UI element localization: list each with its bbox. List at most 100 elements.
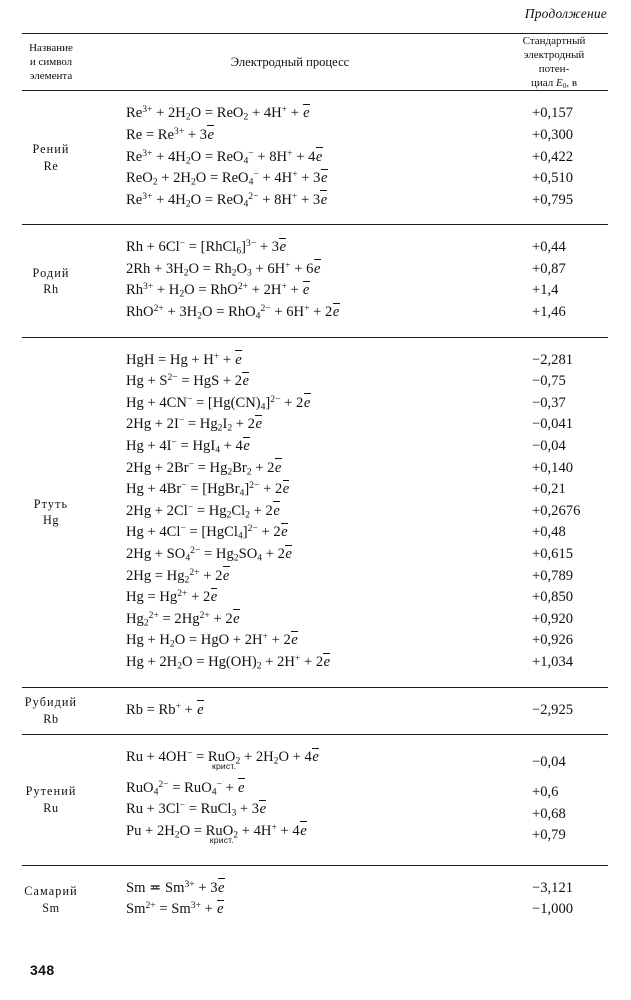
equation: HgH = Hg + H+ + e bbox=[126, 350, 242, 368]
equation: ReO2 + 2H2O = ReO4− + 4H+ + 3e bbox=[126, 169, 328, 188]
element-symbol: Rh bbox=[43, 281, 59, 296]
potential-value: +0,926 bbox=[532, 632, 574, 649]
header-potential-line-3: потен- bbox=[538, 63, 570, 76]
header-potential-line-1: Стандартный bbox=[522, 35, 586, 47]
equation: RhO2+ + 3H2O = RhO42− + 6H+ + 2e bbox=[126, 303, 340, 322]
element-name: Рубидий bbox=[24, 695, 78, 710]
potentials-cell-rh: +0,44 +0,87 +1,4 +1,46 bbox=[500, 225, 608, 337]
electrode-potential-table: Название и символ элемента Электродный п… bbox=[22, 33, 608, 934]
potential-value: −0,04 bbox=[532, 438, 566, 455]
table-row: Родий Rh Rh + 6Cl− = [RhCl6]3− + 3e 2Rh … bbox=[22, 225, 608, 338]
potential-value: +0,2676 bbox=[532, 502, 581, 519]
potential-value: −0,37 bbox=[532, 394, 566, 411]
equation: Re = Re3+ + 3e bbox=[126, 126, 215, 143]
equation: 2Hg = Hg22+ + 2e bbox=[126, 566, 230, 586]
equation: Sm2+ = Sm3+ + e bbox=[126, 900, 224, 918]
header-row: Название и символ элемента Электродный п… bbox=[22, 33, 608, 91]
equation: Re3+ + 4H2O = ReO4− + 8H+ + 4e bbox=[126, 147, 323, 167]
header-name-line-2: и символ bbox=[29, 56, 73, 69]
equation: 2Hg + 2Cl− = Hg2Cl2 + 2e bbox=[126, 502, 280, 521]
element-name: Родий bbox=[32, 265, 70, 280]
potential-value: +0,157 bbox=[532, 105, 574, 122]
potential-value: +0,510 bbox=[532, 170, 574, 187]
potential-value: +1,034 bbox=[532, 653, 574, 670]
potential-value: +0,850 bbox=[532, 589, 574, 606]
potential-value: −0,75 bbox=[532, 373, 566, 390]
equation: Hg + H2O = HgO + 2H+ + 2e bbox=[126, 631, 298, 651]
potential-value: +1,46 bbox=[532, 304, 566, 321]
equations-cell-rb: Rb = Rb+ + e bbox=[80, 687, 500, 735]
table-row: Рений Re Re3+ + 2H2O = ReO2 + 4H+ + e Re… bbox=[22, 91, 608, 225]
equations-cell-rh: Rh + 6Cl− = [RhCl6]3− + 3e 2Rh + 3H2O = … bbox=[80, 225, 500, 337]
equation: Hg + 4CN− = [Hg(CN)4]2− + 2e bbox=[126, 394, 311, 413]
potentials-cell-rb: −2,925 bbox=[500, 687, 608, 735]
table-header: Название и символ элемента Электродный п… bbox=[22, 33, 608, 91]
equations-cell-re: Re3+ + 2H2O = ReO2 + 4H+ + e Re = Re3+ +… bbox=[80, 91, 500, 225]
equation: Pu + 2H2O = RuO2 крист. + 4H+ + 4e bbox=[126, 821, 500, 845]
element-symbol: Ru bbox=[43, 800, 59, 815]
equation: RuO42− = RuO4− + e bbox=[126, 778, 245, 798]
table-row: Самарий Sm Sm ≖ Sm3+ + 3e Sm2+ = Sm3+ + … bbox=[22, 865, 608, 934]
potentials-cell-ru: −0,04 +0,6 +0,68 +0,79 bbox=[500, 735, 608, 865]
equations-cell-ru: Ru + 4OH− = RuO2 крист. + 2H2O + 4e RuO42… bbox=[80, 735, 500, 865]
running-head: Продолжение bbox=[524, 6, 607, 21]
equation: Hg + 4I− = HgI4 + 4e bbox=[126, 437, 250, 456]
equation: Ru + 3Cl− = RuCl3 + 3e bbox=[126, 800, 267, 820]
equation: Hg + S2− = HgS + 2e bbox=[126, 372, 250, 390]
potentials-cell-re: +0,157 +0,300 +0,422 +0,510 +0,795 bbox=[500, 91, 608, 225]
potential-value: +0,789 bbox=[532, 567, 574, 584]
header-potential-line-2: электродный bbox=[523, 49, 585, 62]
potential-value: +0,21 bbox=[532, 481, 566, 498]
header-name-line-1: Название bbox=[29, 42, 73, 55]
potential-value: −0,04 bbox=[532, 753, 566, 770]
equation: Rh3+ + H2O = RhO2+ + 2H+ + e bbox=[126, 281, 310, 301]
equation: Re3+ + 2H2O = ReO2 + 4H+ + e bbox=[126, 104, 310, 123]
element-name: Ртуть bbox=[33, 496, 69, 511]
element-cell-hg: Ртуть Hg bbox=[22, 337, 80, 687]
element-cell-sm: Самарий Sm bbox=[22, 865, 80, 934]
phase-note: крист. bbox=[211, 760, 237, 771]
potential-value: −2,281 bbox=[532, 351, 574, 368]
equation: Re3+ + 4H2O = ReO42− + 8H+ + 3e bbox=[126, 190, 328, 210]
potential-value: +0,140 bbox=[532, 459, 574, 476]
equations-cell-hg: HgH = Hg + H+ + e Hg + S2− = HgS + 2e Hg… bbox=[80, 337, 500, 687]
potentials-cell-sm: −3,121 −1,000 bbox=[500, 865, 608, 934]
equation: Hg = Hg2+ + 2e bbox=[126, 588, 218, 606]
header-potential-prefix: циал bbox=[530, 77, 556, 90]
table-row: Рутений Ru Ru + 4OH− = RuO2 крист. + 2H2O… bbox=[22, 735, 608, 866]
equation: Hg + 4Cl− = [HgCl4]2− + 2e bbox=[126, 523, 288, 543]
equation: Hg + 2H2O = Hg(OH)2 + 2H+ + 2e bbox=[126, 653, 331, 672]
element-name: Рутений bbox=[25, 784, 77, 799]
potential-value: +0,87 bbox=[532, 260, 566, 277]
equation: Hg22+ = 2Hg2+ + 2e bbox=[126, 609, 240, 629]
potentials-cell-hg: −2,281 −0,75 −0,37 −0,041 −0,04 +0,140 +… bbox=[500, 337, 608, 687]
phase-note: крист. bbox=[209, 834, 234, 845]
equation: Ru + 4OH− = RuO2 крист. + 2H2O + 4e bbox=[126, 747, 500, 771]
element-cell-re: Рений Re bbox=[22, 91, 80, 225]
header-element-name: Название и символ элемента bbox=[22, 34, 80, 91]
potential-value: +0,920 bbox=[532, 610, 574, 627]
table-body: Рений Re Re3+ + 2H2O = ReO2 + 4H+ + e Re… bbox=[22, 91, 608, 934]
header-standard-potential: Стандартный электродный потен- циал E0, … bbox=[500, 34, 608, 91]
equation: Sm ≖ Sm3+ + 3e bbox=[126, 878, 225, 896]
element-symbol: Hg bbox=[42, 513, 60, 528]
element-symbol: Re bbox=[43, 158, 59, 173]
header-potential-subscript: 0 bbox=[562, 82, 567, 91]
potential-value: +0,48 bbox=[532, 524, 566, 541]
equation: Rb = Rb+ + e bbox=[126, 700, 204, 718]
potential-value: +1,4 bbox=[532, 282, 559, 299]
element-name: Самарий bbox=[24, 884, 78, 899]
potential-value: +0,300 bbox=[532, 126, 574, 143]
equations-cell-sm: Sm ≖ Sm3+ + 3e Sm2+ = Sm3+ + e bbox=[80, 865, 500, 934]
header-name-line-3: элемента bbox=[29, 70, 73, 83]
potential-value: +0,615 bbox=[532, 546, 574, 562]
table-row: Рубидий Rb Rb = Rb+ + e −2,925 bbox=[22, 687, 608, 735]
potential-value: +0,79 bbox=[532, 827, 566, 844]
potential-value: +0,795 bbox=[532, 191, 574, 208]
element-cell-ru: Рутений Ru bbox=[22, 735, 80, 865]
potential-value: −3,121 bbox=[532, 879, 574, 896]
element-symbol: Sm bbox=[42, 900, 60, 915]
equation: Hg + 4Br− = [HgBr4]2− + 2e bbox=[126, 480, 290, 499]
page-number: 348 bbox=[30, 962, 55, 978]
